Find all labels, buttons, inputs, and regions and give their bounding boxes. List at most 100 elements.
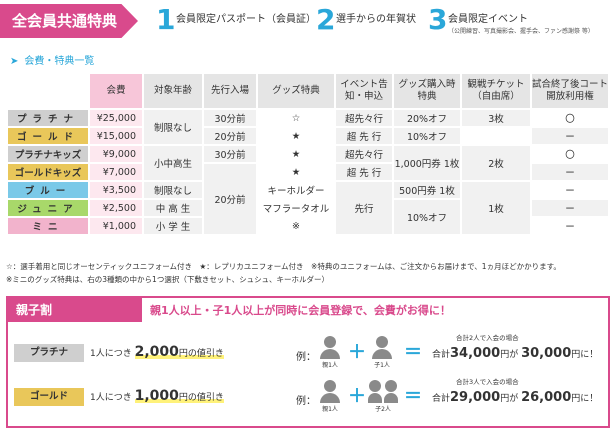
tier-label: ミニ (8, 218, 88, 234)
court-cell: ー (532, 128, 608, 144)
age-cell: 中 高 生 (144, 200, 202, 216)
entry-cell: 30分前 (204, 110, 256, 126)
parent-icon: 親1人 (320, 336, 340, 369)
section-label: ➤ 会費・特典一覧 (10, 56, 95, 67)
parent-icon: 親1人 (320, 380, 340, 413)
tier-label: ブルー (8, 182, 88, 198)
benefit-number: 3 (428, 3, 448, 36)
table-row: ブルー ¥3,500 制限なし キーホルダー 先行 500円券 1枚 1枚 ー (8, 182, 608, 234)
goods-cell: ☆ (258, 110, 334, 126)
price-table: 会費 対象年齢 先行入場 グッズ特典 イベント告知・申込 グッズ購入時特典 観戦… (6, 72, 610, 236)
total-price: 合計29,000円が 26,000円に！ (432, 390, 599, 405)
table-header-row: 会費 対象年齢 先行入場 グッズ特典 イベント告知・申込 グッズ購入時特典 観戦… (8, 74, 608, 108)
ticket-cell: 1枚 (462, 182, 530, 234)
tier-label: ジュニア (8, 200, 88, 216)
discount-cell: 500円券 1枚 (394, 182, 460, 198)
col-court: 試合終了後コート開放利用権 (532, 74, 608, 108)
header: 全会員共通特典 1 会員限定パスポート（会員証） 2 選手からの年賀状 3 会員… (0, 0, 614, 44)
discount-cell: 10%オフ (394, 200, 460, 234)
parent-child-headline: 親1人以上・子1人以上が同時に会員登録で、会費がお得に！ (150, 304, 451, 317)
discount-cell: 20%オフ (394, 110, 460, 126)
event-cell: 超 先 行 (336, 128, 392, 144)
discount-per-person: 1人につき 2,000円の値引き (90, 344, 224, 360)
benefit-text: 会員限定イベント (448, 14, 528, 25)
col-goods: グッズ特典 (258, 74, 334, 108)
page-title: 全会員共通特典 (0, 4, 138, 38)
fee-cell: ¥2,500 (90, 200, 142, 216)
plus-icon: ＋ (348, 342, 366, 363)
court-cell: ー (532, 200, 608, 216)
benefit-text: 選手からの年賀状 (336, 14, 416, 25)
blank-header (8, 74, 88, 108)
discount-cell: 1,000円券 1枚 (394, 146, 460, 180)
goods-cell: ※ (258, 218, 334, 234)
total-price: 合計34,000円が 30,000円に！ (432, 346, 599, 361)
equals-icon: ＝ (404, 386, 422, 407)
parent-child-title: 親子割（プラチナ・ゴールド限定） (8, 298, 142, 340)
fee-cell: ¥9,000 (90, 146, 142, 162)
age-cell: 制限なし (144, 110, 202, 144)
fee-cell: ¥15,000 (90, 128, 142, 144)
court-cell: ー (532, 218, 608, 234)
col-entry: 先行入場 (204, 74, 256, 108)
benefit-number: 2 (316, 3, 336, 36)
court-cell: 〇 (532, 110, 608, 126)
note-line: ☆：選手着用と同じオーセンティックユニフォーム付き ★：レプリカユニフォーム付き… (6, 262, 561, 271)
ticket-cell (462, 128, 530, 144)
event-cell: 超先々行 (336, 146, 392, 162)
fee-cell: ¥25,000 (90, 110, 142, 126)
ticket-cell: 2枚 (462, 146, 530, 180)
tier-label: ゴールド (8, 128, 88, 144)
plus-icon: ＋ (348, 386, 366, 407)
benefit-number: 1 (156, 3, 176, 36)
tier-label: プラチナ (8, 110, 88, 126)
notes: ☆：選手着用と同じオーセンティックユニフォーム付き ★：レプリカユニフォーム付き… (6, 260, 561, 286)
tier-label: ゴールド (14, 388, 84, 406)
table-row: プラチナキッズ ¥9,000 小中高生 30分前 ★ 超先々行 1,000円券 … (8, 146, 608, 180)
goods-cell: ★ (258, 128, 334, 144)
ticket-cell: 3枚 (462, 110, 530, 126)
table-row: ゴールド ¥15,000 20分前 ★ 超 先 行 10%オフ ー (8, 128, 608, 144)
goods-cell: キーホルダー (258, 182, 334, 198)
col-event: イベント告知・申込 (336, 74, 392, 108)
fee-cell: ¥7,000 (90, 164, 142, 180)
tier-label: プラチナキッズ (8, 146, 88, 162)
goods-cell: ★ (258, 146, 334, 162)
court-cell: ー (532, 164, 608, 180)
table-row: ジュニア ¥2,500 中 高 生 マフラータオル 10%オフ ー (8, 200, 608, 234)
parent-child-discount: 親子割（プラチナ・ゴールド限定） 親1人以上・子1人以上が同時に会員登録で、会費… (6, 296, 610, 428)
col-age: 対象年齢 (144, 74, 202, 108)
benefit-subtext: （公開練習、写真撮影会、握手会、ファン感謝祭 等） (448, 28, 594, 35)
entry-cell: 20分前 (204, 128, 256, 144)
fee-cell: ¥3,500 (90, 182, 142, 198)
event-cell: 超 先 行 (336, 164, 392, 180)
event-cell: 超先々行 (336, 110, 392, 126)
arrow-icon: ➤ (10, 56, 19, 67)
total-note: 合計2人で入会の場合 (456, 334, 519, 342)
tier-label: プラチナ (14, 344, 84, 362)
table-row: プラチナ ¥25,000 制限なし 30分前 ☆ 超先々行 20%オフ 3枚 〇 (8, 110, 608, 144)
equals-icon: ＝ (404, 342, 422, 363)
note-line: ※ミニのグッズ特典は、右の3種類の中から1つ選択（下敷きセット、シュシュ、キーホ… (6, 275, 330, 284)
child-icon: 子1人 (372, 336, 392, 369)
entry-cell: 20分前 (204, 164, 256, 234)
table-row: ミニ ¥1,000 小 学 生 ※ ー (8, 218, 608, 234)
col-fee: 会費 (90, 74, 142, 108)
fee-cell: ¥1,000 (90, 218, 142, 234)
col-ticket: 観戦チケット（自由席） (462, 74, 530, 108)
court-cell: 〇 (532, 146, 608, 162)
table-row: ゴールドキッズ ¥7,000 20分前 ★ 超 先 行 ー (8, 164, 608, 234)
discount-per-person: 1人につき 1,000円の値引き (90, 388, 224, 404)
benefit-text: 会員限定パスポート（会員証） (176, 14, 316, 25)
age-cell: 小 学 生 (144, 218, 202, 234)
col-discount: グッズ購入時特典 (394, 74, 460, 108)
total-note: 合計3人で入会の場合 (456, 378, 519, 386)
example-label: 例： (296, 352, 316, 363)
tier-label: ゴールドキッズ (8, 164, 88, 180)
goods-cell: ★ (258, 164, 334, 180)
example-label: 例： (296, 396, 316, 407)
age-cell: 小中高生 (144, 146, 202, 180)
court-cell: ー (532, 182, 608, 198)
event-cell: 先行 (336, 182, 392, 234)
goods-cell: マフラータオル (258, 200, 334, 216)
